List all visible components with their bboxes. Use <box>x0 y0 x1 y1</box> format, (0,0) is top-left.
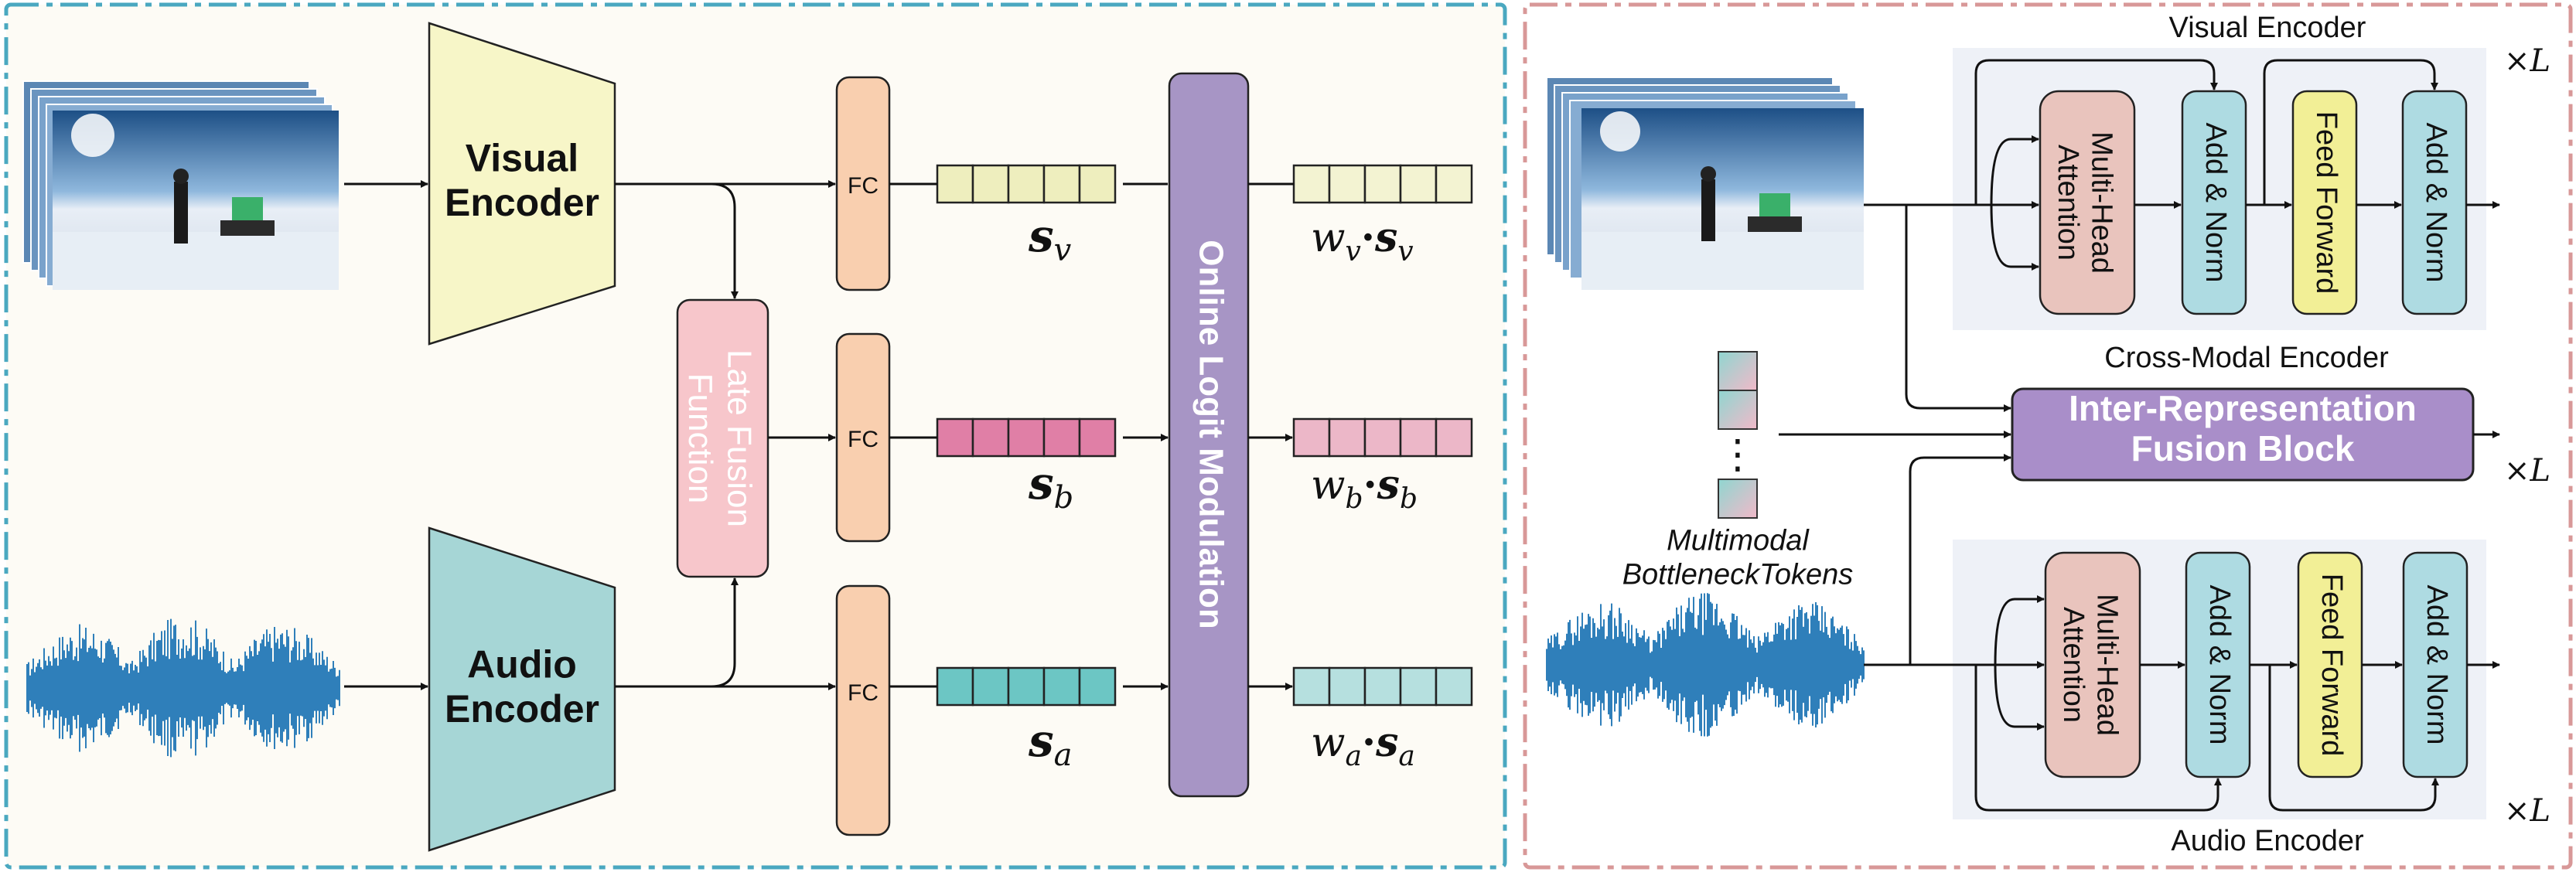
svg-text:Add & Norm: Add & Norm <box>2199 123 2232 283</box>
fc-block-audio: FC <box>835 584 891 836</box>
visual-encoder-label: Visual Encoder <box>445 136 599 224</box>
sb-cell <box>936 417 974 458</box>
svg-text:Multi-HeadAttention: Multi-HeadAttention <box>2052 131 2118 274</box>
fc-block-visual: FC <box>835 76 891 291</box>
online-logit-label: Online Logit Modulation <box>1192 240 1230 628</box>
svg-text:Feed Forward: Feed Forward <box>2315 574 2348 757</box>
wv-cell <box>1363 164 1402 204</box>
mha-block-visual: Multi-HeadAttention <box>2039 90 2136 315</box>
label-s-b: sb <box>1028 457 1073 516</box>
sv-cell <box>1007 164 1046 204</box>
fc-label-audio: FC <box>848 680 879 706</box>
video-frames-right <box>1546 77 1864 290</box>
label-s-v: sv <box>1028 209 1072 268</box>
online-logit-modulation-block: Online Logit Modulation <box>1168 72 1250 798</box>
fc-label-bimodal: FC <box>848 427 879 452</box>
wb-cell <box>1363 417 1402 458</box>
fc-label-visual: FC <box>848 173 879 199</box>
audio-waveform-right <box>1546 593 1865 737</box>
feed-forward-block-visual: Feed Forward <box>2291 90 2358 315</box>
wa-cell <box>1399 666 1438 707</box>
wb-cell <box>1399 417 1438 458</box>
times-l-visual: ×L <box>2504 43 2550 79</box>
bottleneck-tokens: ⋮ <box>1718 351 1758 519</box>
bottleneck-label: Multimodal BottleneckTokens <box>1622 524 1854 591</box>
inter-representation-fusion-block: Inter-Representation Fusion Block <box>2011 387 2475 482</box>
sb-cell <box>1078 417 1117 458</box>
sv-cell <box>1042 164 1081 204</box>
score-vector-sb <box>936 417 1117 458</box>
svg-text:Multi-HeadAttention: Multi-HeadAttention <box>2057 594 2124 736</box>
score-vector-sa <box>936 666 1117 707</box>
wa-cell <box>1328 666 1366 707</box>
late-fusion-label: Late FusionFunction <box>681 349 759 527</box>
left-connectors <box>344 180 1294 690</box>
svg-text:Add & Norm: Add & Norm <box>2421 585 2453 745</box>
wb-cell <box>1435 417 1473 458</box>
label-s-a: sa <box>1028 714 1073 773</box>
weighted-vector-wb <box>1292 417 1473 458</box>
wa-cell <box>1363 666 1402 707</box>
wv-cell <box>1328 164 1366 204</box>
cross-modal-title: Cross-Modal Encoder <box>2104 342 2389 374</box>
add-norm-block-audio-1: Add & Norm <box>2185 551 2251 778</box>
label-wb-sb: wb·sb <box>1311 462 1418 515</box>
audio-waveform-left <box>26 618 340 758</box>
audio-encoder-block: Audio Encoder <box>428 526 616 852</box>
weighted-vector-wa <box>1292 666 1473 707</box>
wa-cell <box>1435 666 1473 707</box>
sb-cell <box>971 417 1010 458</box>
wv-cell <box>1399 164 1438 204</box>
sv-cell <box>936 164 974 204</box>
score-vector-sv <box>936 164 1117 204</box>
mha-block-audio: Multi-HeadAttention <box>2044 551 2141 778</box>
sa-cell <box>1042 666 1081 707</box>
sa-cell <box>971 666 1010 707</box>
svg-text:Add & Norm: Add & Norm <box>2203 585 2236 745</box>
sb-cell <box>1042 417 1081 458</box>
audio-encoder-title: Audio Encoder <box>2171 825 2364 857</box>
sb-cell <box>1007 417 1046 458</box>
weighted-vector-wv <box>1292 164 1473 204</box>
feed-forward-block-audio: Feed Forward <box>2297 551 2363 778</box>
sv-cell <box>971 164 1010 204</box>
sv-cell <box>1078 164 1117 204</box>
late-fusion-block: Late FusionFunction <box>676 298 769 578</box>
sa-cell <box>1078 666 1117 707</box>
wv-cell <box>1435 164 1473 204</box>
audio-encoder-label: Audio Encoder <box>445 642 599 731</box>
add-norm-block-visual-1: Add & Norm <box>2181 90 2247 315</box>
add-norm-block-visual-2: Add & Norm <box>2401 90 2468 315</box>
label-wv-sv: wv·sv <box>1311 214 1414 267</box>
svg-text:Feed Forward: Feed Forward <box>2310 111 2342 295</box>
right-connectors <box>1779 59 2500 812</box>
wb-cell <box>1328 417 1366 458</box>
sa-cell <box>1007 666 1046 707</box>
times-l-fusion: ×L <box>2504 453 2550 489</box>
visual-encoder-block: Visual Encoder <box>428 22 616 346</box>
fc-block-bimodal: FC <box>835 332 891 543</box>
wa-cell <box>1292 666 1331 707</box>
sa-cell <box>936 666 974 707</box>
vdots-icon: ⋮ <box>1718 431 1758 478</box>
add-norm-block-audio-2: Add & Norm <box>2402 551 2469 778</box>
wb-cell <box>1292 417 1331 458</box>
visual-encoder-title: Visual Encoder <box>2169 12 2366 44</box>
label-wa-sa: wa·sa <box>1311 719 1415 772</box>
svg-text:Add & Norm: Add & Norm <box>2420 123 2452 283</box>
times-l-audio: ×L <box>2504 793 2550 829</box>
wv-cell <box>1292 164 1331 204</box>
video-frames-left <box>22 80 339 290</box>
